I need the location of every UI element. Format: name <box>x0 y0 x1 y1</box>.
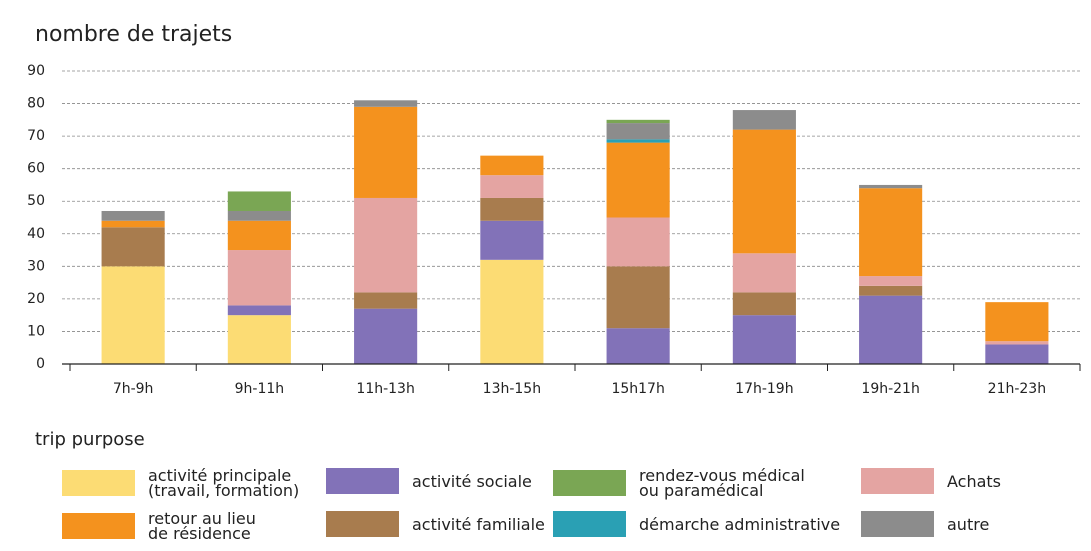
legend-swatch <box>861 468 934 494</box>
legend-label: autre <box>947 514 990 534</box>
bar-segment <box>354 100 418 107</box>
y-tick-label: 20 <box>27 291 45 307</box>
legend-label: activité principale (travail, formation) <box>148 466 300 500</box>
bar-segment <box>480 220 544 260</box>
legend-item: autre <box>861 511 989 537</box>
y-tick-label: 80 <box>27 96 45 112</box>
bar-segment <box>227 250 291 306</box>
bar-segment <box>480 197 544 221</box>
x-tick-label: 7h-9h <box>113 381 154 397</box>
y-tick-label: 50 <box>27 193 45 209</box>
bar-segment <box>101 266 165 364</box>
bar-segment <box>227 220 291 251</box>
legend-swatch <box>62 470 135 496</box>
bar-segment <box>732 110 796 130</box>
legend-swatch <box>326 468 399 494</box>
y-tick-label: 0 <box>36 356 45 372</box>
legend-label: rendez-vous médical ou paramédical <box>639 466 805 500</box>
bar-segment <box>606 142 670 218</box>
y-tick-label: 60 <box>27 161 45 177</box>
bar-segment <box>101 210 165 221</box>
bar-segment <box>227 315 291 364</box>
bar-segment <box>606 119 670 124</box>
bar-segment <box>354 308 418 364</box>
legend-label: activité sociale <box>412 471 532 491</box>
bar-segment <box>859 276 923 286</box>
x-tick-label: 13h-15h <box>483 381 541 397</box>
legend-label: démarche administrative <box>639 514 841 534</box>
chart-title: nombre de trajets <box>35 22 232 47</box>
legend-label: activité familiale <box>412 514 545 534</box>
bar-segment <box>606 328 670 364</box>
bar-segment <box>480 155 544 176</box>
x-tick-label: 19h-21h <box>861 381 919 397</box>
bar-segment <box>606 217 670 267</box>
bar-segment <box>101 227 165 267</box>
legend-swatch <box>553 470 626 496</box>
y-tick-label: 10 <box>27 323 45 339</box>
bar-segment <box>606 139 670 143</box>
bar-segment <box>227 191 291 211</box>
legend-item: retour au lieu de résidence <box>62 509 256 543</box>
x-tick-label: 9h-11h <box>235 381 285 397</box>
legend-label: Achats <box>947 471 1002 491</box>
bar-segment <box>732 292 796 316</box>
bar-segment <box>480 259 544 364</box>
bar-segment <box>606 123 670 140</box>
y-tick-label: 40 <box>27 226 45 242</box>
bar-segment <box>101 220 165 228</box>
legend-item: activité principale (travail, formation) <box>62 466 300 500</box>
legend-title: trip purpose <box>35 429 145 450</box>
x-tick-label: 11h-13h <box>356 381 414 397</box>
legend-swatch <box>62 513 135 539</box>
legend-item: rendez-vous médical ou paramédical <box>553 466 805 500</box>
legend-swatch <box>326 511 399 537</box>
bar-segment <box>227 210 291 221</box>
bar-segment <box>354 106 418 198</box>
y-tick-label: 70 <box>27 128 45 144</box>
bar-segment <box>985 341 1049 345</box>
bar-segment <box>354 197 418 293</box>
bar-segment <box>859 184 923 189</box>
bar-segment <box>732 315 796 364</box>
bar-segment <box>480 175 544 198</box>
bar-segment <box>985 302 1049 342</box>
bar-segment <box>354 292 418 309</box>
bar-segment <box>732 129 796 254</box>
y-tick-label: 30 <box>27 258 45 274</box>
legend-item: démarche administrative <box>553 511 840 537</box>
legend-swatch <box>861 511 934 537</box>
legend-label: retour au lieu de résidence <box>148 509 256 543</box>
bar-segment <box>985 344 1049 364</box>
bar-segment <box>227 305 291 316</box>
bar-segment <box>606 266 670 329</box>
legend-swatch <box>553 511 626 537</box>
bar-segment <box>859 295 923 364</box>
legend-item: activité familiale <box>326 511 545 537</box>
bar-segment <box>859 285 923 296</box>
legend-item: Achats <box>861 468 1001 494</box>
x-tick-label: 17h-19h <box>735 381 793 397</box>
bar-segment <box>732 253 796 293</box>
y-tick-label: 90 <box>27 63 45 79</box>
bar-segment <box>859 188 923 277</box>
x-tick-label: 21h-23h <box>988 381 1046 397</box>
x-tick-label: 15h17h <box>611 381 664 397</box>
legend-item: activité sociale <box>326 468 532 494</box>
